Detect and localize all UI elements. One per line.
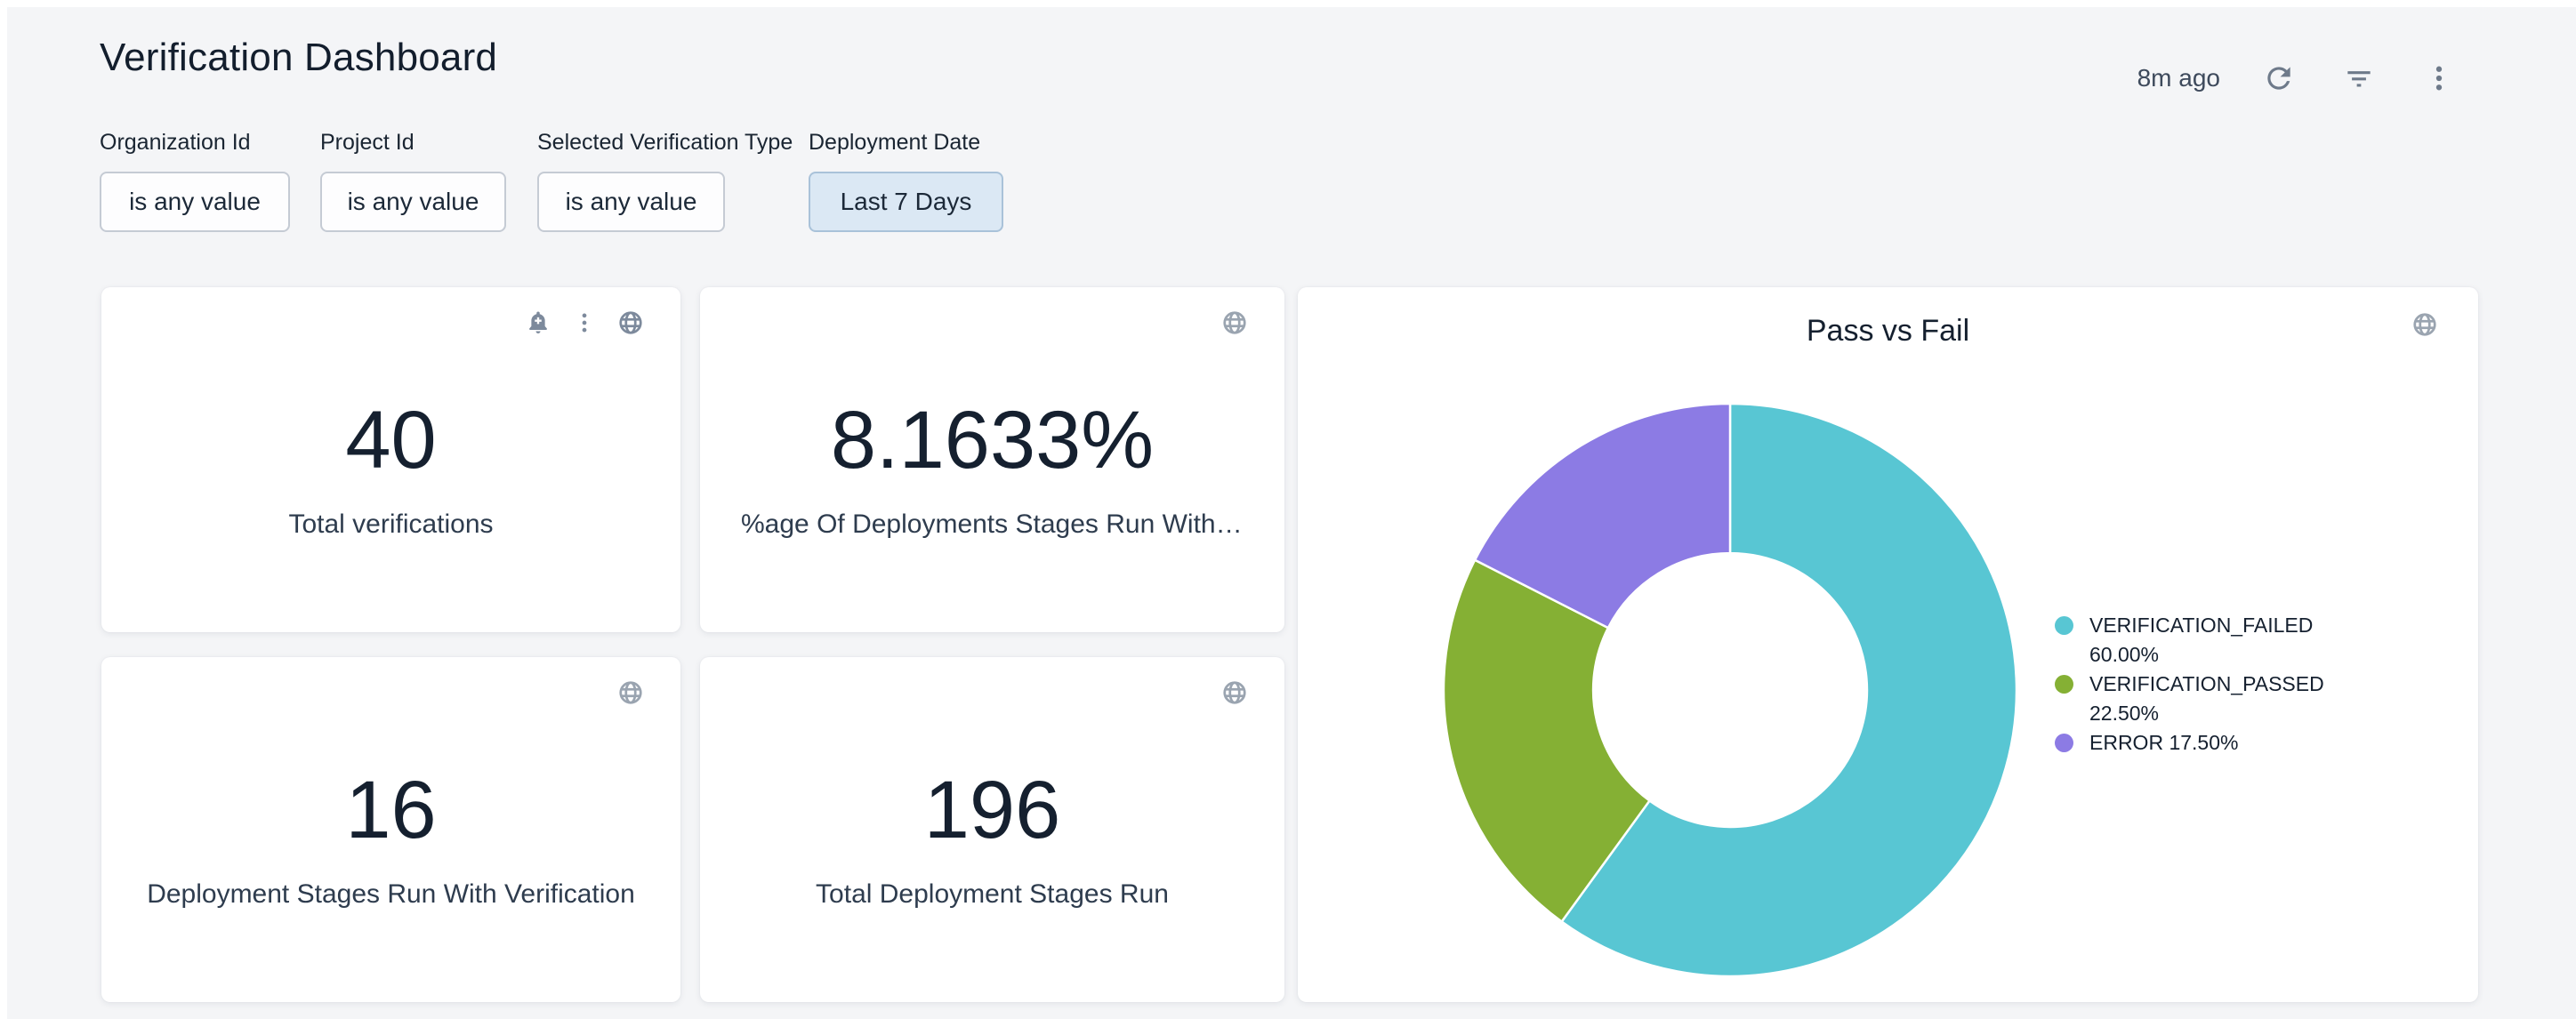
legend-label: VERIFICATION_PASSED bbox=[2089, 672, 2324, 695]
metric-value: 8.1633% bbox=[830, 395, 1155, 485]
chart-legend: VERIFICATION_FAILED 60.00% VERIFICATION_… bbox=[2055, 611, 2411, 758]
tile-pass-vs-fail-chart: Pass vs Fail VERIFICATION_FAILED 60.00% … bbox=[1298, 287, 2478, 1002]
filter-project-id: Project Id is any value bbox=[320, 130, 506, 232]
filter-value-chip[interactable]: is any value bbox=[537, 172, 725, 232]
bell-plus-icon[interactable] bbox=[524, 309, 552, 337]
last-updated-label: 8m ago bbox=[2137, 64, 2220, 92]
filter-label: Organization Id bbox=[100, 130, 251, 155]
globe-icon[interactable] bbox=[1220, 309, 1249, 337]
page-title: Verification Dashboard bbox=[100, 36, 498, 79]
filter-value-chip[interactable]: is any value bbox=[100, 172, 290, 232]
metric-label: Total verifications bbox=[288, 509, 494, 539]
metric-value: 196 bbox=[923, 765, 1061, 855]
donut-slice-verification-failed[interactable] bbox=[1559, 402, 2018, 978]
legend-value: 22.50% bbox=[2089, 702, 2160, 725]
refresh-icon[interactable] bbox=[2259, 59, 2298, 98]
metric-label: Total Deployment Stages Run bbox=[816, 879, 1169, 909]
donut-slice-verification-passed[interactable] bbox=[1442, 558, 1652, 924]
legend-label: VERIFICATION_FAILED bbox=[2089, 614, 2314, 637]
donut-chart-area bbox=[1440, 400, 2020, 980]
legend-item-error[interactable]: ERROR 17.50% bbox=[2055, 728, 2411, 758]
donut-slice-error[interactable] bbox=[1473, 402, 1732, 630]
filter-deployment-date: Deployment Date Last 7 Days bbox=[809, 130, 1003, 232]
legend-dot bbox=[2055, 616, 2073, 635]
globe-icon[interactable] bbox=[616, 678, 645, 707]
tile-actions bbox=[616, 678, 645, 707]
tile-pct-deployment-stages-with-verification: 8.1633% %age Of Deployments Stages Run W… bbox=[700, 287, 1284, 632]
globe-icon[interactable] bbox=[616, 309, 645, 337]
tile-actions bbox=[2411, 310, 2439, 339]
legend-item-verification-passed[interactable]: VERIFICATION_PASSED 22.50% bbox=[2055, 670, 2411, 728]
filter-label: Deployment Date bbox=[809, 130, 981, 155]
tile-total-verifications: 40 Total verifications bbox=[101, 287, 680, 632]
tile-actions bbox=[1220, 309, 1249, 337]
chart-title: Pass vs Fail bbox=[1806, 314, 1970, 348]
filter-value-chip[interactable]: is any value bbox=[320, 172, 506, 232]
globe-icon[interactable] bbox=[1220, 678, 1249, 707]
filter-list-icon[interactable] bbox=[2339, 59, 2379, 98]
window-edge-left bbox=[0, 0, 7, 1019]
tile-actions bbox=[1220, 678, 1249, 707]
kebab-menu-icon[interactable] bbox=[2419, 59, 2459, 98]
tile-actions bbox=[524, 309, 645, 337]
kebab-menu-icon[interactable] bbox=[570, 309, 599, 337]
metric-label: Deployment Stages Run With Verification bbox=[147, 879, 635, 909]
legend-dot bbox=[2055, 734, 2073, 752]
metric-value: 16 bbox=[345, 765, 437, 855]
tile-total-deployment-stages-run: 196 Total Deployment Stages Run bbox=[700, 657, 1284, 1002]
filter-organization-id: Organization Id is any value bbox=[100, 130, 290, 232]
filter-value-chip[interactable]: Last 7 Days bbox=[809, 172, 1003, 232]
dashboard-canvas: Verification Dashboard 8m ago Organizati… bbox=[7, 7, 2576, 1019]
header-actions: 8m ago bbox=[2137, 50, 2459, 107]
filter-selected-verification-type: Selected Verification Type is any value bbox=[537, 130, 793, 232]
window-edge-top bbox=[0, 0, 2576, 7]
tile-deployment-stages-with-verification: 16 Deployment Stages Run With Verificati… bbox=[101, 657, 680, 1002]
metric-label: %age Of Deployments Stages Run With V… bbox=[741, 509, 1268, 539]
legend-label: ERROR bbox=[2089, 731, 2164, 754]
legend-value: 60.00% bbox=[2089, 643, 2160, 666]
legend-value: 17.50% bbox=[2169, 731, 2239, 754]
donut-chart bbox=[1442, 402, 2018, 978]
filter-label: Project Id bbox=[320, 130, 415, 155]
filter-label: Selected Verification Type bbox=[537, 130, 793, 155]
legend-item-verification-failed[interactable]: VERIFICATION_FAILED 60.00% bbox=[2055, 611, 2411, 670]
metric-value: 40 bbox=[345, 395, 437, 485]
globe-icon[interactable] bbox=[2411, 310, 2439, 339]
legend-dot bbox=[2055, 675, 2073, 694]
